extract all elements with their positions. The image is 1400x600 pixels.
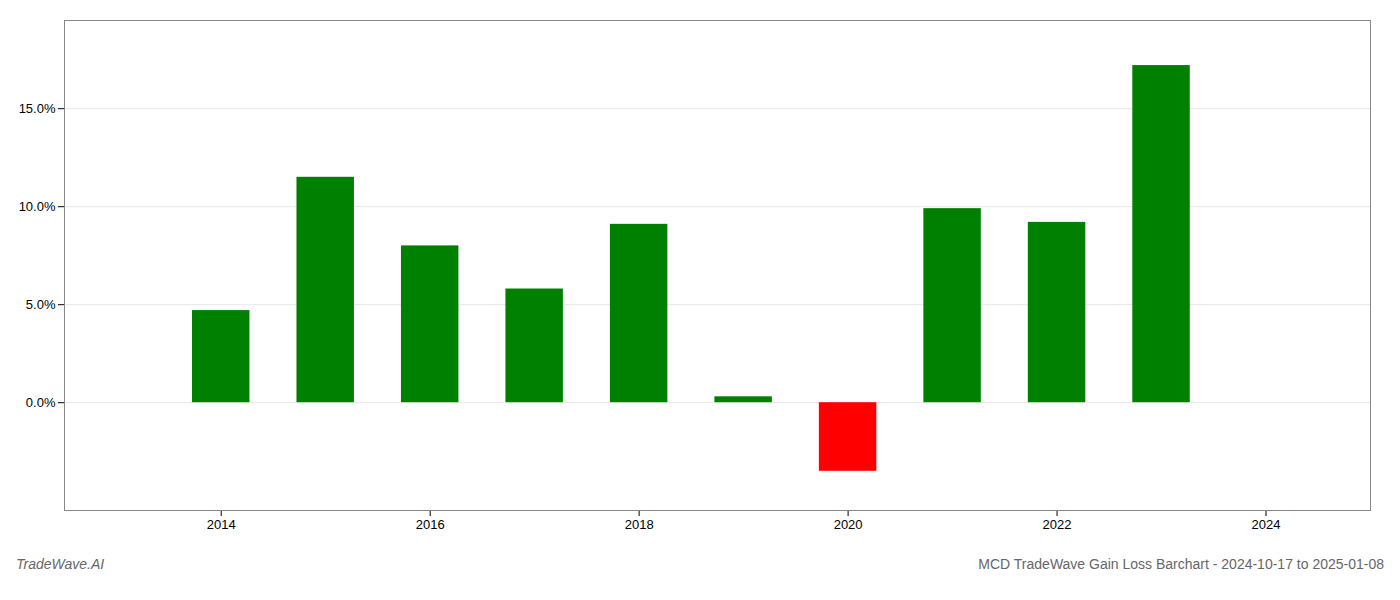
svg-text:5.0%: 5.0% [26,297,56,312]
html-text:MCD TradeWave Gain Loss Barcha: MCD TradeWave Gain Loss Barchart - 2024-… [978,556,1384,572]
svg-text:2022: 2022 [1043,517,1072,532]
html-text:TradeWave.AI: TradeWave.AI [16,556,105,572]
svg-text:2016: 2016 [416,517,445,532]
svg-text:0.0%: 0.0% [26,395,56,410]
svg-text:2020: 2020 [834,517,863,532]
svg-text:10.0%: 10.0% [19,199,56,214]
svg-text:2014: 2014 [207,517,236,532]
svg-text:2024: 2024 [1252,517,1281,532]
svg-text:2018: 2018 [625,517,654,532]
svg-text:15.0%: 15.0% [19,101,56,116]
